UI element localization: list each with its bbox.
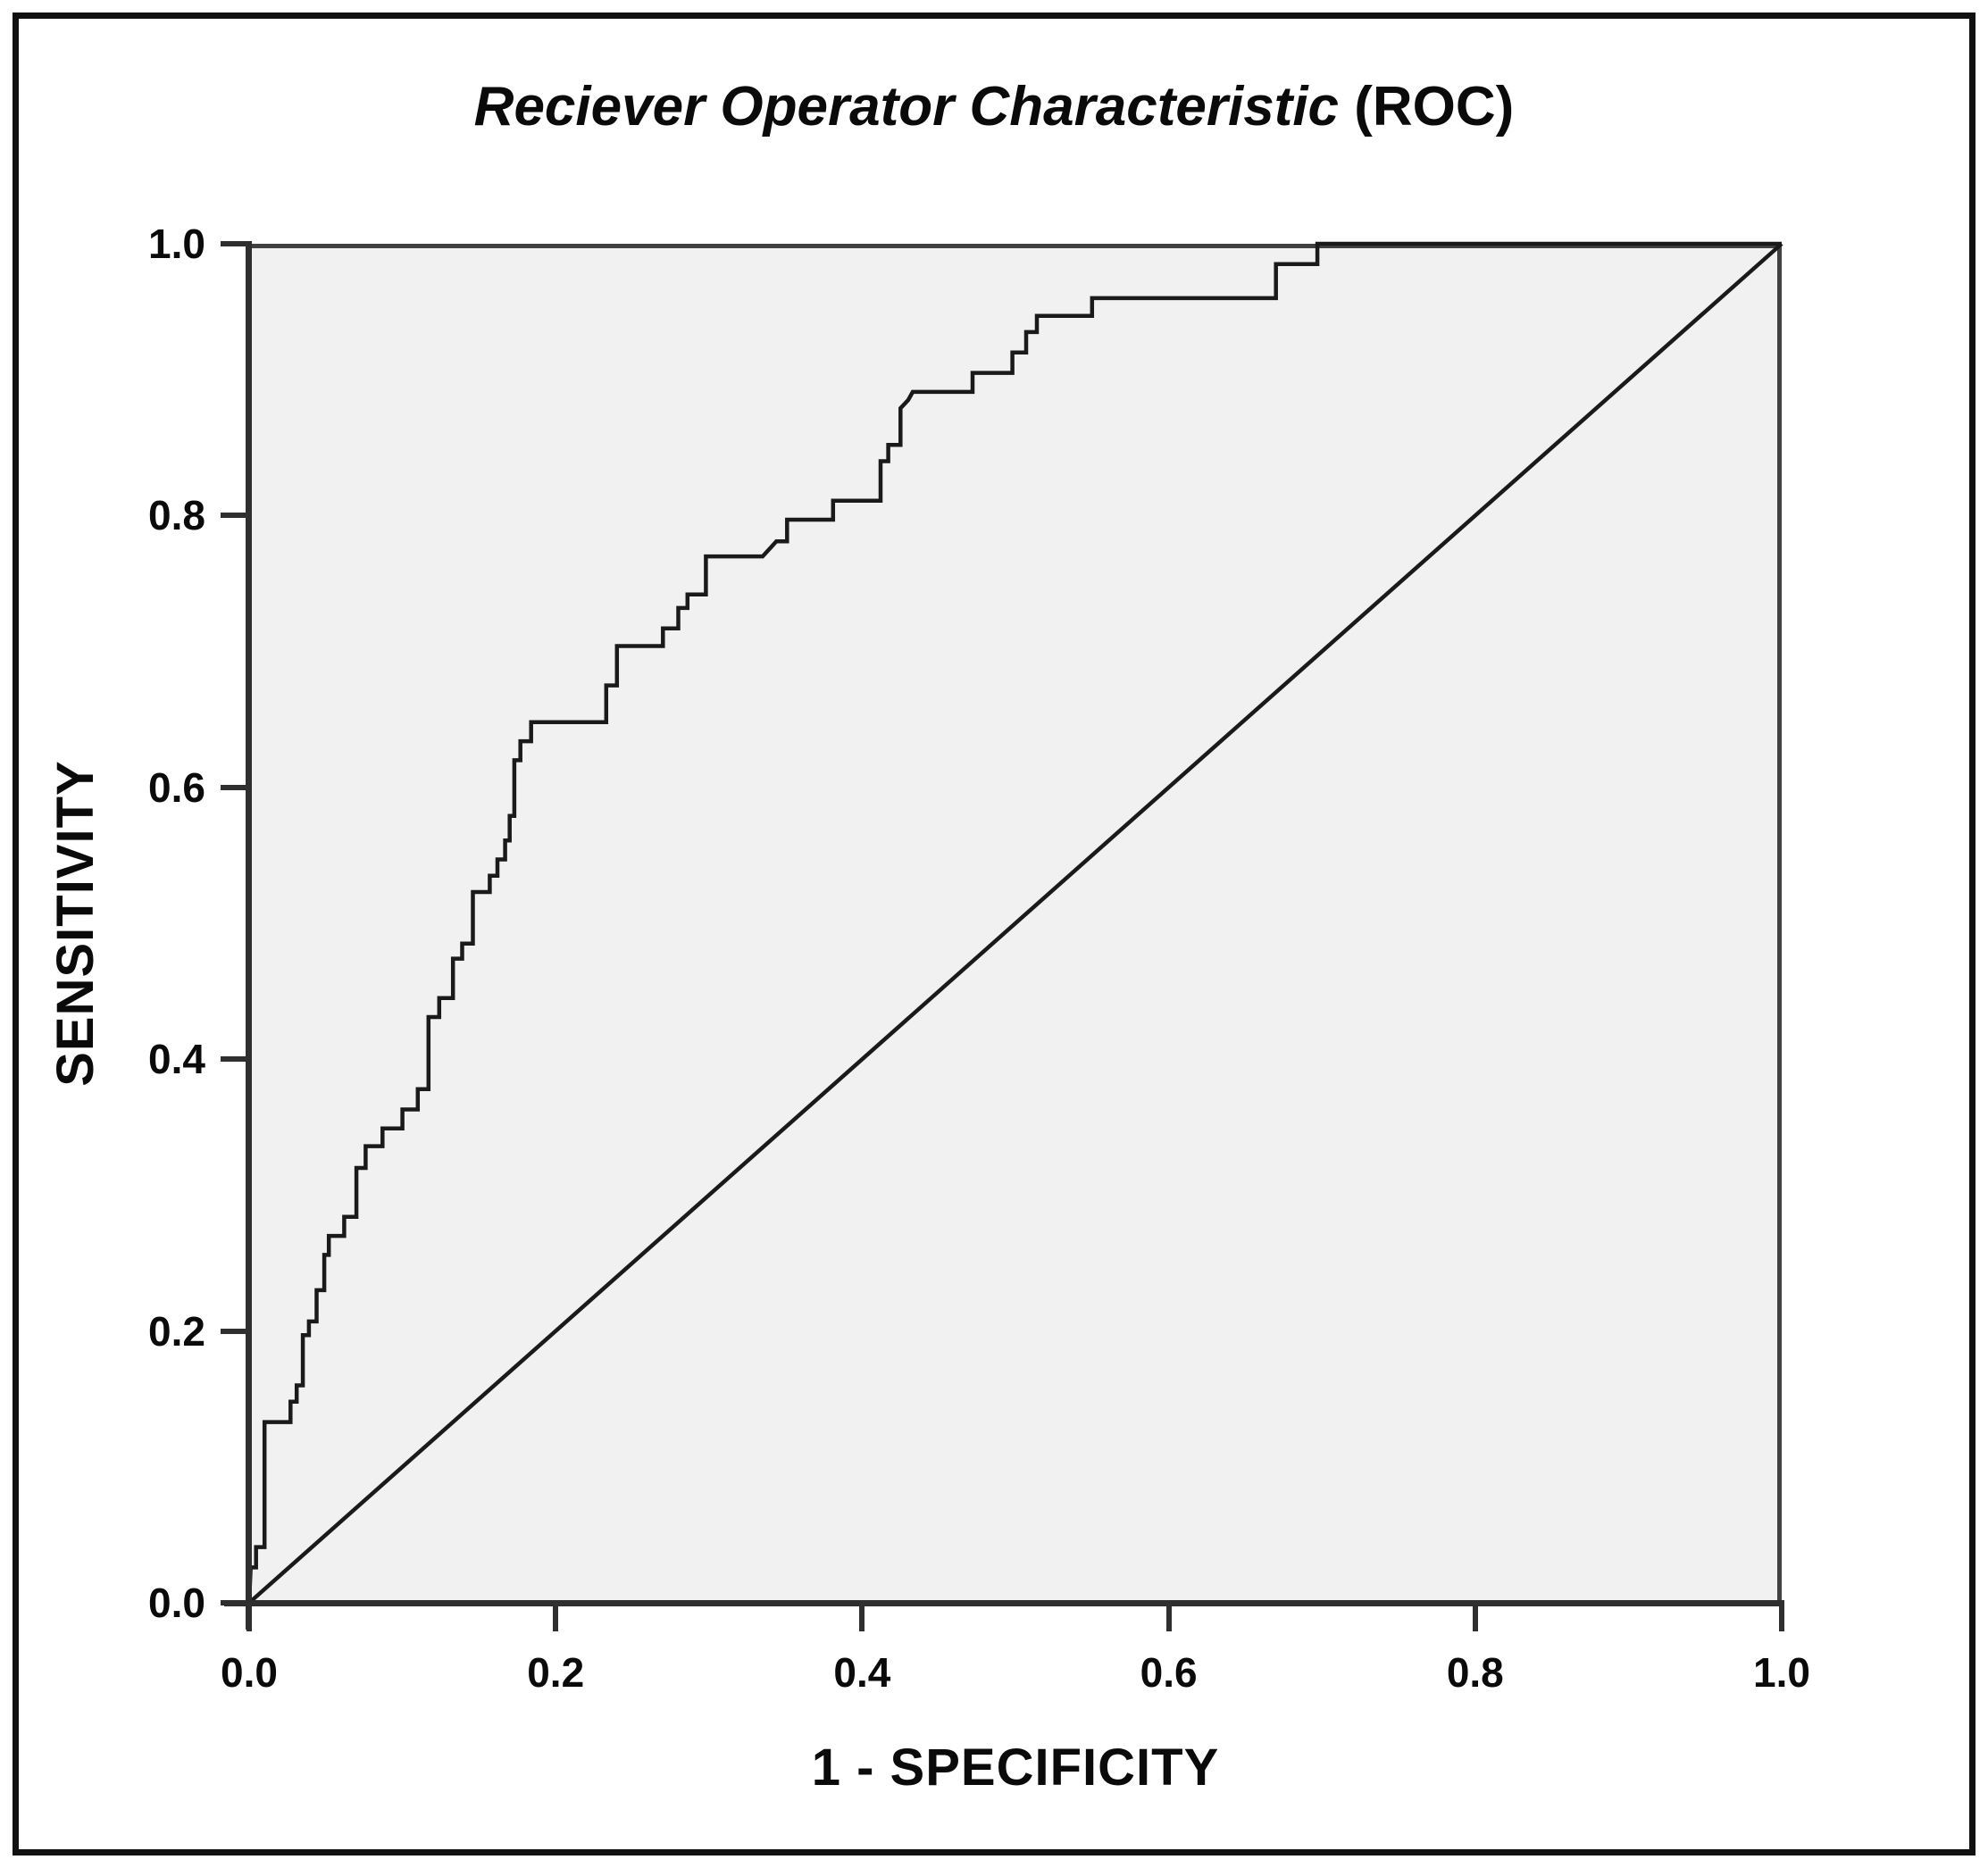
x-tick-mark	[246, 1606, 252, 1631]
x-tick-label: 1.0	[1753, 1649, 1810, 1696]
y-tick-mark	[221, 1600, 246, 1605]
x-axis-line	[224, 1600, 1784, 1606]
x-tick-mark	[1472, 1606, 1478, 1631]
x-axis-title: 1 - SPECIFICITY	[811, 1739, 1220, 1797]
y-tick-label: 0.8	[148, 492, 205, 539]
x-tick-mark	[1779, 1606, 1784, 1631]
x-tick-mark	[553, 1606, 559, 1631]
x-tick-label: 0.8	[1446, 1649, 1504, 1696]
y-tick-label: 0.6	[148, 763, 205, 811]
y-axis-line	[246, 241, 252, 1630]
x-tick-mark	[859, 1606, 865, 1631]
x-tick-label: 0.4	[833, 1649, 891, 1696]
y-tick-label: 0.4	[148, 1036, 205, 1083]
chart-title: Reciever Operator Characteristic (ROC)	[0, 75, 1988, 139]
y-tick-mark	[221, 513, 246, 519]
y-tick-mark	[221, 241, 246, 246]
y-axis-title: SENSITIVITY	[46, 760, 104, 1087]
x-tick-label: 0.6	[1140, 1649, 1198, 1696]
x-tick-mark	[1165, 1606, 1172, 1631]
x-tick-label: 0.0	[221, 1649, 278, 1696]
chart-title-italic: Reciever Operator Characteristic	[473, 76, 1340, 138]
y-tick-label: 1.0	[148, 221, 205, 267]
roc-curve-line	[246, 241, 1782, 1604]
y-tick-mark	[221, 1056, 246, 1063]
y-tick-mark	[221, 784, 246, 790]
y-tick-mark	[221, 1328, 246, 1334]
y-tick-label: 0.2	[148, 1307, 205, 1355]
y-tick-label: 0.0	[148, 1580, 205, 1626]
x-tick-label: 0.2	[527, 1649, 585, 1696]
reference-diagonal-line	[247, 242, 1783, 1605]
chart-title-suffix: (ROC)	[1339, 76, 1515, 138]
roc-plot-svg	[246, 241, 1783, 1605]
